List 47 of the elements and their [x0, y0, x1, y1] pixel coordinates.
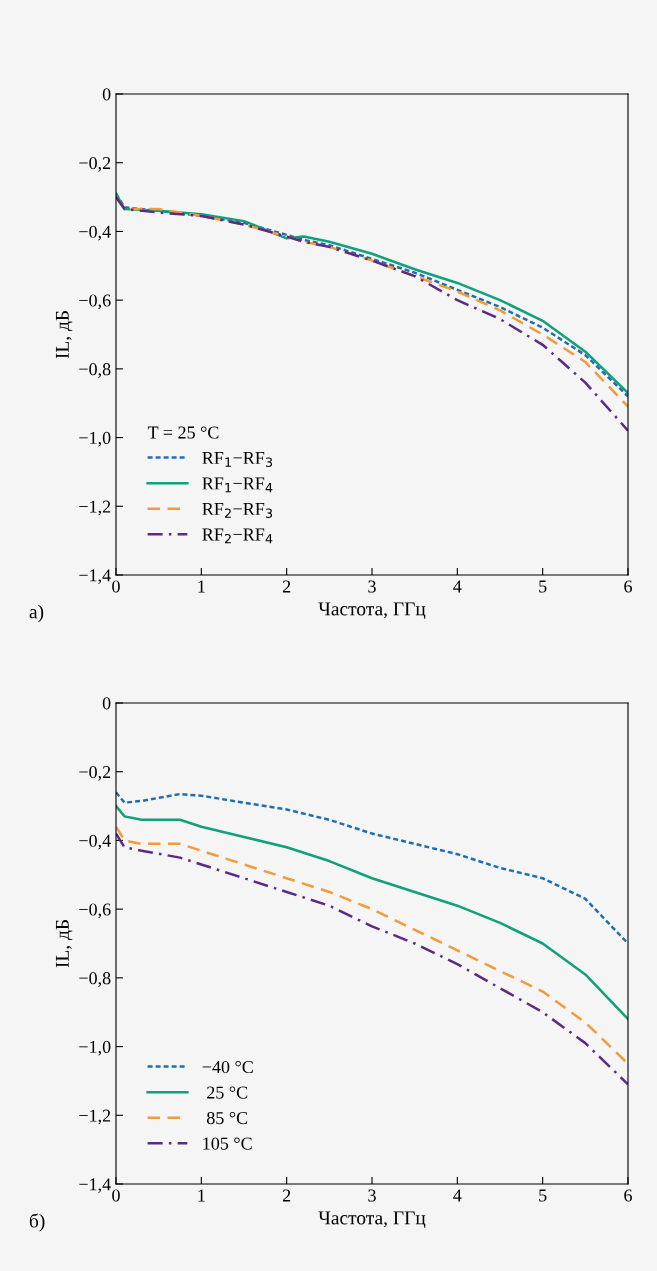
x-tick-label: 5 [539, 1189, 547, 1202]
legend-label: RF$_{2}$−RF$_{3}$ [202, 503, 273, 519]
line-series [116, 804, 628, 1021]
y-tick-label: −1,4 [79, 1178, 111, 1194]
legend-title: T = 25 °C [147, 426, 219, 439]
x-tick-label: 2 [282, 1189, 291, 1202]
y-axis-title: IL, дБ [55, 920, 73, 968]
x-axis-title: Частота, ГГц [318, 1211, 426, 1229]
legend-label: 25 °C [207, 1086, 248, 1099]
y-tick-label: −1,2 [79, 1109, 111, 1125]
legend-label: 105 °C [203, 1137, 252, 1150]
x-tick-label: 3 [368, 580, 376, 593]
y-tick-label: −0,8 [79, 363, 111, 378]
x-tick-label: 2 [282, 580, 291, 593]
y-tick-label: −0,2 [79, 156, 111, 172]
y-tick-label: −0,6 [79, 294, 111, 310]
y-tick-label: 0 [102, 88, 111, 101]
y-tick-label: −0,2 [79, 765, 111, 781]
legend-label: RF$_{1}$−RF$_{4}$ [202, 477, 273, 493]
y-tick-label: 0 [102, 697, 111, 710]
x-tick-label: 0 [112, 580, 120, 593]
legend-label: RF$_{1}$−RF$_{3}$ [202, 452, 273, 467]
y-tick-label: −1,0 [79, 431, 111, 447]
y-tick-label: −1,0 [79, 1040, 111, 1056]
legend-label: −40 °C [202, 1060, 253, 1074]
x-tick-label: 5 [539, 580, 547, 593]
x-tick-label: 4 [453, 580, 462, 593]
x-tick-label: 1 [198, 1189, 205, 1202]
line-series [116, 791, 628, 945]
y-tick-label: −0,8 [79, 972, 111, 987]
x-tick-label: 3 [368, 1189, 376, 1202]
y-tick-label: −1,4 [79, 569, 111, 585]
y-tick-label: −0,6 [79, 903, 111, 919]
x-axis-title: Частота, ГГц [318, 602, 426, 620]
y-axis-title: IL, дБ [55, 311, 73, 359]
x-tick-label: 6 [624, 580, 632, 593]
legend-label: 85 °C [206, 1111, 248, 1125]
legend-label: RF$_{2}$−RF$_{4}$ [202, 528, 273, 544]
x-tick-label: 4 [453, 1189, 462, 1202]
y-tick-label: −0,4 [79, 834, 111, 850]
x-tick-label: 6 [624, 1189, 632, 1202]
text: б) [29, 1213, 45, 1232]
x-tick-label: 0 [112, 1189, 120, 1202]
y-tick-label: −0,4 [79, 225, 111, 241]
x-tick-label: 1 [198, 580, 205, 593]
y-tick-label: −1,2 [79, 500, 111, 516]
text: а) [29, 604, 44, 623]
